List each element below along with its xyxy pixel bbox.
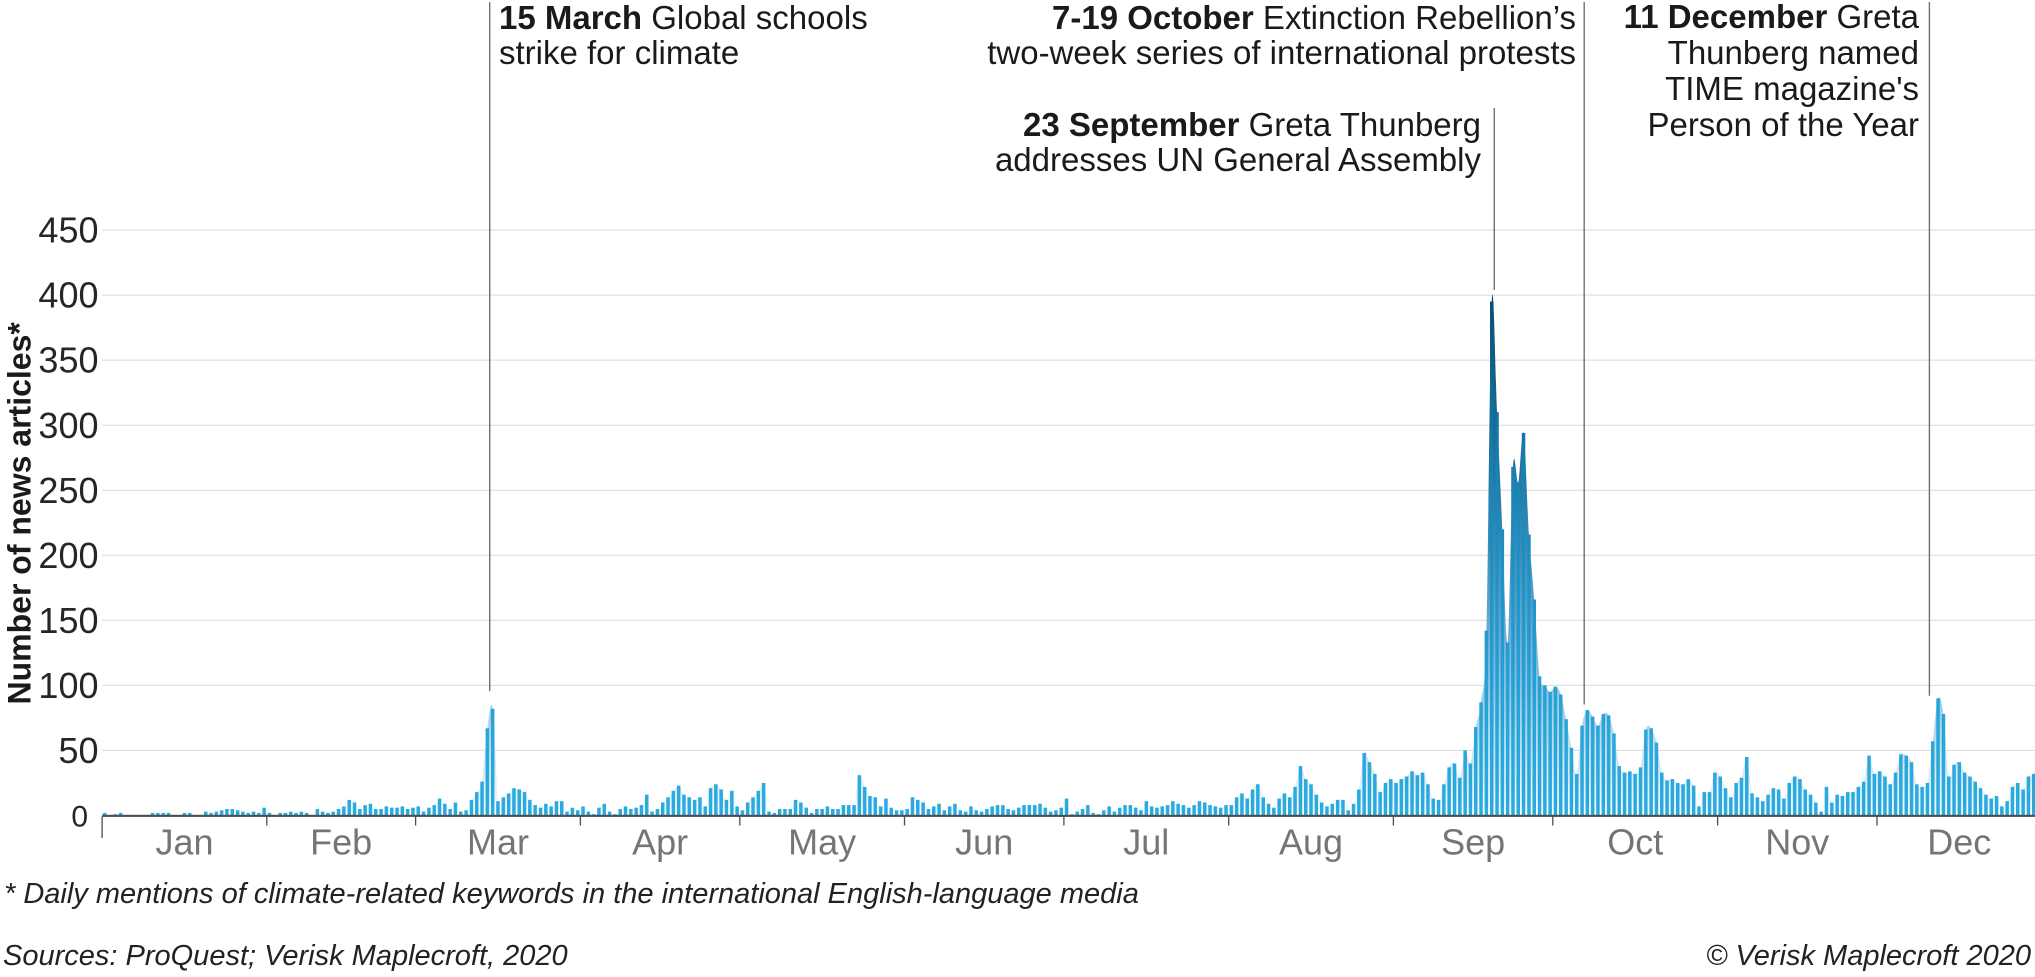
svg-text:400: 400: [38, 275, 98, 316]
svg-text:15 March Global schools: 15 March Global schools: [499, 0, 868, 36]
svg-text:Dec: Dec: [1927, 822, 1991, 863]
svg-text:Oct: Oct: [1607, 822, 1663, 863]
svg-text:Jun: Jun: [955, 822, 1013, 863]
svg-text:addresses UN General Assembly: addresses UN General Assembly: [995, 141, 1482, 178]
svg-text:11 December Greta: 11 December Greta: [1624, 0, 1920, 35]
svg-text:200: 200: [38, 535, 98, 576]
svg-text:Sep: Sep: [1441, 822, 1505, 863]
svg-text:0: 0: [71, 800, 88, 833]
svg-text:Nov: Nov: [1765, 822, 1829, 863]
svg-text:May: May: [788, 822, 856, 863]
svg-text:two-week series of internation: two-week series of international protest…: [987, 34, 1576, 71]
svg-text:250: 250: [38, 470, 98, 511]
svg-text:100: 100: [38, 665, 98, 706]
svg-text:Jul: Jul: [1123, 822, 1169, 863]
svg-text:50: 50: [58, 730, 98, 771]
svg-text:Jan: Jan: [155, 822, 213, 863]
svg-text:Thunberg named: Thunberg named: [1668, 34, 1919, 71]
svg-text:350: 350: [38, 340, 98, 381]
svg-text:Feb: Feb: [310, 822, 372, 863]
svg-text:Apr: Apr: [632, 822, 688, 863]
svg-text:23 September Greta Thunberg: 23 September Greta Thunberg: [1023, 106, 1481, 143]
svg-text:* Daily mentions of climate-re: * Daily mentions of climate-related keyw…: [4, 878, 1139, 910]
svg-text:Aug: Aug: [1279, 822, 1343, 863]
svg-text:450: 450: [38, 210, 98, 251]
svg-text:300: 300: [38, 405, 98, 446]
svg-text:Number of news articles*: Number of news articles*: [2, 322, 38, 705]
svg-text:strike for climate: strike for climate: [499, 34, 739, 71]
svg-text:TIME magazine's: TIME magazine's: [1665, 70, 1919, 107]
svg-text:Sources: ProQuest; Verisk Mapl: Sources: ProQuest; Verisk Maplecroft, 20…: [3, 940, 568, 972]
svg-text:7-19 October Extinction Rebell: 7-19 October Extinction Rebellion’s: [1052, 0, 1576, 36]
svg-text:150: 150: [38, 600, 98, 641]
svg-text:Person of the Year: Person of the Year: [1647, 106, 1919, 143]
svg-text:© Verisk Maplecroft 2020: © Verisk Maplecroft 2020: [1706, 940, 2031, 972]
svg-text:Mar: Mar: [467, 822, 529, 863]
